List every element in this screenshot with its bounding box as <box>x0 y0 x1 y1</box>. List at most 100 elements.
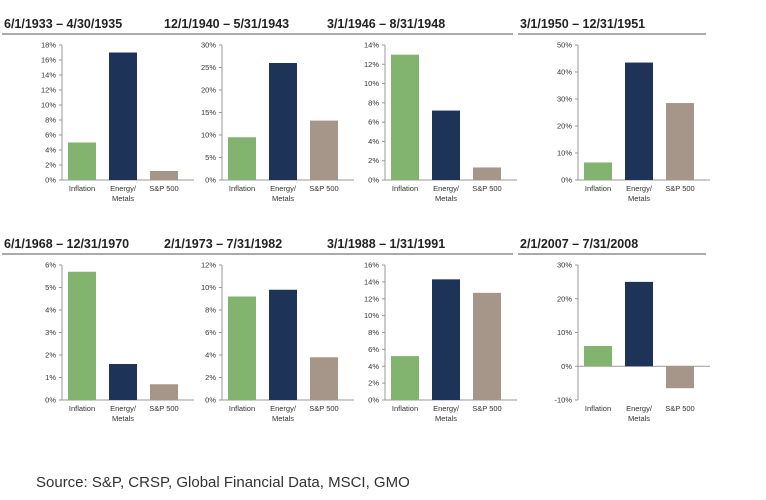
bar-inflation <box>68 142 96 180</box>
category-label-sp500: S&P 500 <box>472 184 501 193</box>
y-tick-label: 5% <box>45 283 56 292</box>
chart-panel-8: 2/1/2007 – 7/31/2008 -10% 0% 10% 20% 30% Infla… <box>518 230 764 435</box>
y-tick-label: 6% <box>368 345 379 354</box>
chart-panel-6: 2/1/1973 – 7/31/1982 0% 2% 4% 6% 8% 10% 12% Infl… <box>162 230 408 435</box>
category-label-energy-metals: Metals <box>112 194 134 203</box>
y-tick-label: 10% <box>41 101 56 110</box>
category-label-energy-metals: Metals <box>272 194 294 203</box>
y-tick-label: 0% <box>561 362 572 371</box>
chart-title: 2/1/1973 – 7/31/1982 <box>164 237 282 251</box>
y-tick-label: 15% <box>201 108 216 117</box>
category-label-inflation: Inflation <box>392 404 418 413</box>
bar-inflation <box>228 137 256 180</box>
chart-svg-5: 6/1/1968 – 12/31/1970 0% 1% 2% 3% 4% 5% 6% Infla… <box>2 237 194 423</box>
bar-sp500 <box>310 357 338 400</box>
y-tick-label: 12% <box>201 261 216 270</box>
y-tick-label: 2% <box>205 373 216 382</box>
source-note: Source: S&P, CRSP, Global Financial Data… <box>36 474 410 491</box>
chart-svg-2: 12/1/1940 – 5/31/1943 0% 5% 10% 15% 20% 25% 30%… <box>162 17 354 203</box>
y-tick-label: 30% <box>557 95 572 104</box>
y-tick-label: 0% <box>205 396 216 405</box>
bar-energy-metals <box>432 110 460 180</box>
y-tick-label: 16% <box>364 261 379 270</box>
y-tick-label: 20% <box>557 122 572 131</box>
y-tick-label: 12% <box>41 86 56 95</box>
category-label-energy-metals: Metals <box>272 414 294 423</box>
y-tick-label: 12% <box>364 60 379 69</box>
bar-sp500 <box>473 167 501 180</box>
bar-energy-metals <box>269 289 297 400</box>
bar-energy-metals <box>432 279 460 400</box>
y-tick-label: 14% <box>364 277 379 286</box>
category-label-energy-metals: Energy/ <box>626 404 653 413</box>
bar-inflation <box>584 162 612 180</box>
chart-title: 3/1/1988 – 1/31/1991 <box>327 237 445 251</box>
y-tick-label: 8% <box>368 328 379 337</box>
y-tick-label: 2% <box>45 161 56 170</box>
y-tick-label: 4% <box>368 362 379 371</box>
bar-inflation <box>391 54 419 181</box>
y-tick-label: 14% <box>41 71 56 80</box>
chart-svg-7: 3/1/1988 – 1/31/1991 0% 2% 4% 6% 8% 10% 12% 14% 1… <box>325 237 517 423</box>
y-tick-label: 25% <box>201 63 216 72</box>
y-tick-label: 14% <box>364 41 379 50</box>
category-label-inflation: Inflation <box>69 184 95 193</box>
chart-panel-2: 12/1/1940 – 5/31/1943 0% 5% 10% 15% 20% 25% 30%… <box>162 10 408 215</box>
y-tick-label: 5% <box>205 153 216 162</box>
bar-energy-metals <box>625 281 653 367</box>
y-tick-label: 0% <box>368 396 379 405</box>
category-label-energy-metals: Metals <box>435 194 457 203</box>
y-tick-label: 50% <box>557 41 572 50</box>
chart-panel-7: 3/1/1988 – 1/31/1991 0% 2% 4% 6% 8% 10% 12% 14% 1… <box>325 230 571 435</box>
y-tick-label: 2% <box>45 351 56 360</box>
y-tick-label: 20% <box>201 86 216 95</box>
y-tick-label: 4% <box>45 146 56 155</box>
category-label-inflation: Inflation <box>585 404 611 413</box>
category-label-inflation: Inflation <box>392 184 418 193</box>
category-label-energy-metals: Metals <box>628 414 650 423</box>
chart-title: 3/1/1946 – 8/31/1948 <box>327 17 445 31</box>
y-tick-label: 8% <box>205 306 216 315</box>
y-tick-label: 0% <box>45 396 56 405</box>
y-tick-label: 10% <box>364 79 379 88</box>
category-label-energy-metals: Metals <box>435 414 457 423</box>
chart-svg-6: 2/1/1973 – 7/31/1982 0% 2% 4% 6% 8% 10% 12% Infl… <box>162 237 354 423</box>
category-label-energy-metals: Metals <box>112 414 134 423</box>
chart-svg-8: 2/1/2007 – 7/31/2008 -10% 0% 10% 20% 30% Infla… <box>518 237 710 423</box>
category-label-energy-metals: Energy/ <box>110 184 137 193</box>
y-tick-label: 8% <box>368 98 379 107</box>
y-tick-label: 8% <box>45 116 56 125</box>
y-tick-label: 10% <box>201 283 216 292</box>
chart-svg-4: 3/1/1950 – 12/31/1951 0% 10% 20% 30% 40% 50% In… <box>518 17 710 203</box>
y-tick-label: 10% <box>201 131 216 140</box>
category-label-sp500: S&P 500 <box>149 404 178 413</box>
bar-energy-metals <box>109 52 137 180</box>
y-tick-label: 16% <box>41 56 56 65</box>
y-tick-label: 10% <box>557 149 572 158</box>
category-label-inflation: Inflation <box>69 404 95 413</box>
y-tick-label: 0% <box>45 176 56 185</box>
category-label-sp500: S&P 500 <box>472 404 501 413</box>
bar-energy-metals <box>109 364 137 400</box>
category-label-energy-metals: Metals <box>628 194 650 203</box>
category-label-inflation: Inflation <box>229 404 255 413</box>
y-tick-label: 2% <box>368 379 379 388</box>
y-tick-label: 4% <box>45 306 56 315</box>
y-tick-label: 6% <box>45 131 56 140</box>
y-tick-label: 4% <box>205 351 216 360</box>
chart-title: 6/1/1968 – 12/31/1970 <box>4 237 129 251</box>
y-tick-label: 4% <box>368 137 379 146</box>
bar-inflation <box>228 296 256 400</box>
category-label-energy-metals: Energy/ <box>110 404 137 413</box>
chart-grid: 6/1/1933 – 4/30/1935 0% 2% 4% 6% 8% 10% 12% 14% 1… <box>2 10 764 435</box>
y-tick-label: 10% <box>557 328 572 337</box>
bar-sp500 <box>310 120 338 180</box>
y-tick-label: 1% <box>45 373 56 382</box>
y-tick-label: 20% <box>557 294 572 303</box>
chart-panel-4: 3/1/1950 – 12/31/1951 0% 10% 20% 30% 40% 50% In… <box>518 10 764 215</box>
y-tick-label: 18% <box>41 41 56 50</box>
chart-title: 12/1/1940 – 5/31/1943 <box>164 17 289 31</box>
chart-svg-1: 6/1/1933 – 4/30/1935 0% 2% 4% 6% 8% 10% 12% 14% 1… <box>2 17 194 203</box>
bar-energy-metals <box>625 62 653 180</box>
category-label-sp500: S&P 500 <box>309 184 338 193</box>
